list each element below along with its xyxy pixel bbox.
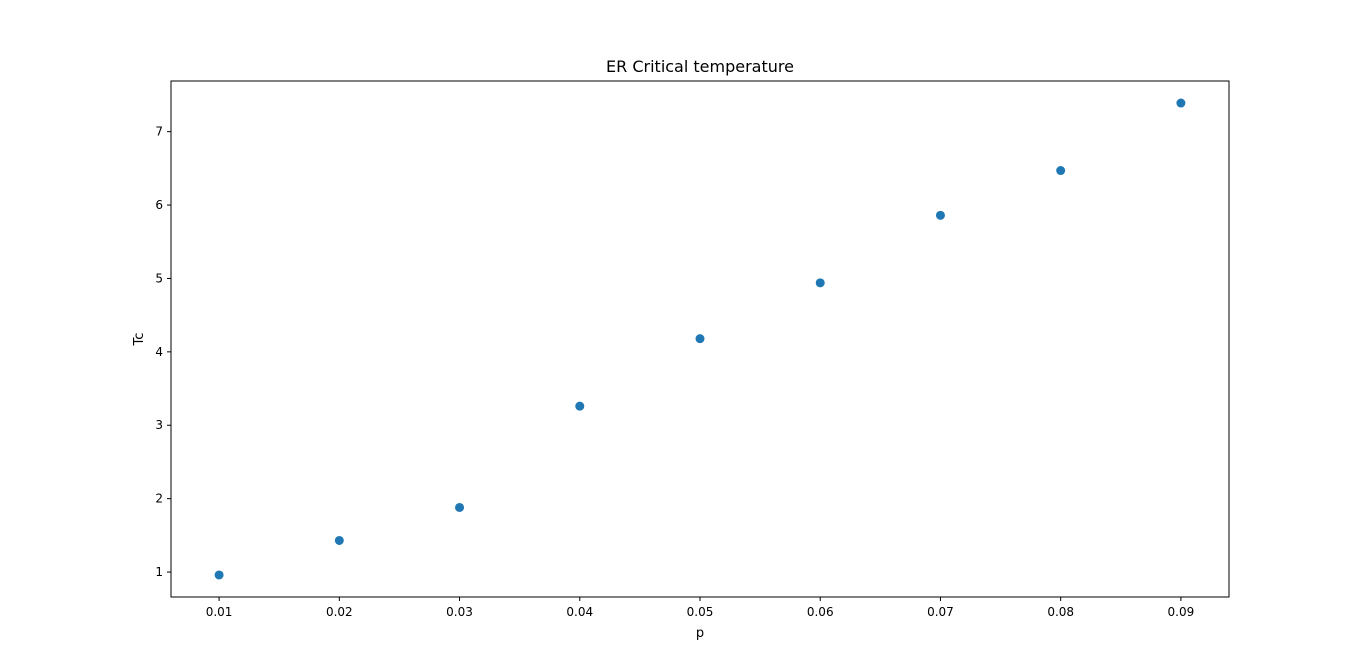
data-point [334,535,344,545]
y-axis-label: Tc [132,333,147,347]
y-tick-label: 7 [155,125,163,139]
x-axis: 0.01 0.02 0.03 0.04 0.05 0.06 0.07 0.08 0.09 [206,597,1195,619]
y-tick-label: 5 [155,271,163,285]
x-tick-label: 0.03 [446,605,473,619]
data-point [575,401,585,411]
x-tick-label: 0.01 [206,605,233,619]
x-tick-label: 0.06 [807,605,834,619]
x-tick-label: 0.09 [1168,605,1195,619]
y-axis: 1 2 3 4 5 6 7 [155,125,171,579]
data-point [1176,98,1186,108]
x-tick-label: 0.08 [1047,605,1074,619]
y-tick-label: 3 [155,418,163,432]
y-tick-label: 4 [155,345,163,359]
data-point [214,570,224,580]
x-tick-label: 0.04 [566,605,593,619]
x-tick-label: 0.05 [687,605,714,619]
data-point [695,334,705,344]
y-tick-label: 2 [155,492,163,506]
y-tick-label: 6 [155,198,163,212]
y-tick-label: 1 [155,565,163,579]
data-point [815,278,825,288]
data-point [1056,166,1066,176]
data-points [214,98,1186,580]
data-point [935,210,945,220]
data-point [455,502,465,512]
x-axis-label: p [696,626,704,641]
chart-title: ER Critical temperature [606,57,794,76]
x-tick-label: 0.02 [326,605,353,619]
x-tick-label: 0.07 [927,605,954,619]
